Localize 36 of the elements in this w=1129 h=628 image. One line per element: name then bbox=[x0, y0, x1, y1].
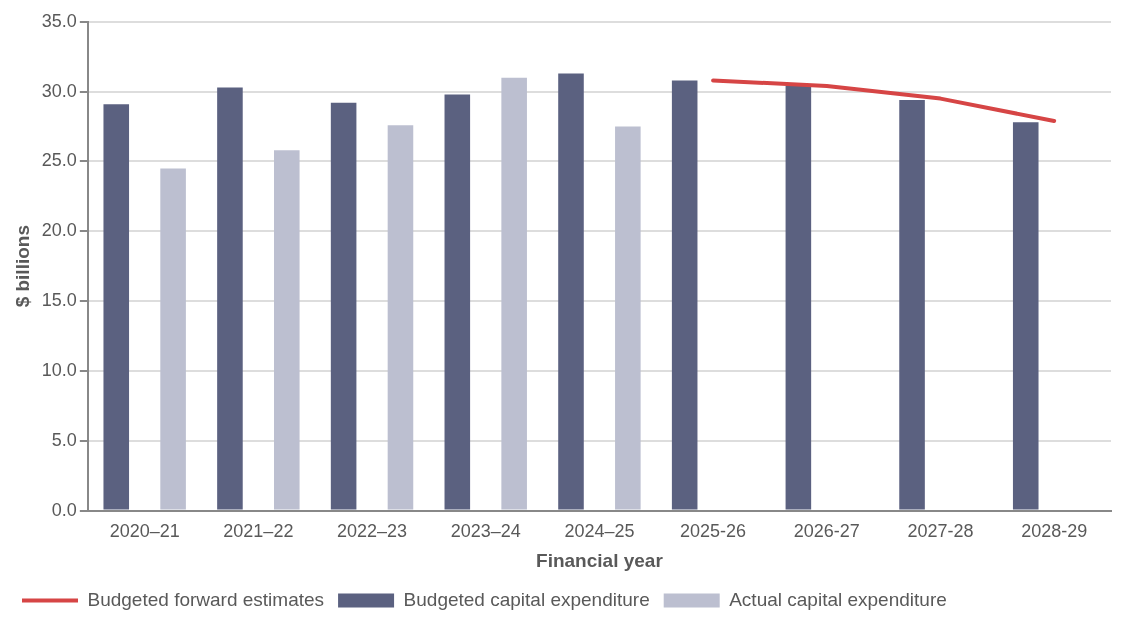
y-tick-label: 15.0 bbox=[41, 290, 77, 311]
y-tick-label: 35.0 bbox=[41, 10, 77, 31]
x-axis-title: Financial year bbox=[536, 549, 664, 571]
x-tick-label: 2026-27 bbox=[793, 521, 860, 542]
x-tick-label: 2028-29 bbox=[1021, 521, 1088, 542]
x-tick-label: 2025-26 bbox=[680, 521, 747, 542]
y-tick-label: 30.0 bbox=[41, 80, 77, 101]
y-tick-label: 25.0 bbox=[41, 150, 77, 171]
legend-label: Budgeted capital expenditure bbox=[403, 588, 650, 610]
bar bbox=[387, 125, 414, 510]
bar bbox=[444, 94, 471, 510]
bar bbox=[558, 73, 584, 510]
x-tick-label: 2022–23 bbox=[337, 521, 408, 542]
y-tick-label: 0.0 bbox=[51, 499, 77, 520]
y-tick-label: 10.0 bbox=[41, 359, 77, 380]
bar bbox=[273, 150, 300, 510]
bar bbox=[785, 86, 812, 510]
bar bbox=[501, 77, 527, 510]
y-tick-label: 5.0 bbox=[51, 429, 77, 450]
y-tick-label: 20.0 bbox=[41, 220, 77, 241]
x-tick-label: 2027-28 bbox=[907, 521, 974, 542]
bar bbox=[217, 87, 243, 510]
bar bbox=[899, 100, 925, 510]
bar bbox=[615, 126, 641, 510]
bar bbox=[103, 104, 130, 510]
bar bbox=[160, 168, 186, 510]
bar bbox=[330, 102, 357, 510]
x-tick-label: 2024–25 bbox=[564, 521, 635, 542]
legend-label: Actual capital expenditure bbox=[729, 588, 947, 610]
x-tick-label: 2023–24 bbox=[450, 521, 521, 542]
bar bbox=[1012, 122, 1039, 510]
legend-label: Budgeted forward estimates bbox=[87, 588, 325, 610]
bar bbox=[671, 80, 698, 510]
x-tick-label: 2021–22 bbox=[223, 521, 294, 542]
x-tick-label: 2020–21 bbox=[109, 521, 180, 542]
y-axis-title: $ billions bbox=[11, 225, 33, 308]
